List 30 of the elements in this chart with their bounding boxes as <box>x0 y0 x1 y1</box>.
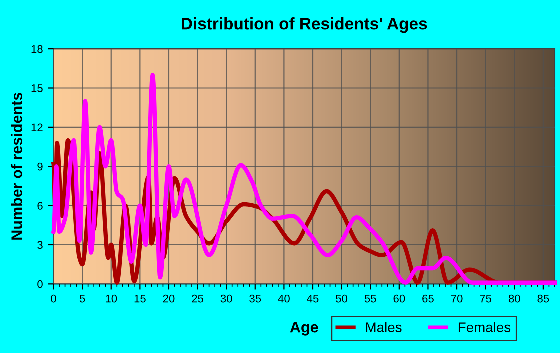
x-tick-label: 5 <box>80 294 86 303</box>
y-tick-label: 15 <box>32 84 43 92</box>
x-tick-label: 10 <box>106 294 118 303</box>
x-tick-label: 60 <box>394 294 406 303</box>
x-tick-label: 30 <box>220 294 232 303</box>
x-tick-label: 75 <box>480 294 492 303</box>
x-tick-label: 45 <box>307 294 319 303</box>
x-tick-label: 40 <box>278 294 290 303</box>
y-tick-label: 3 <box>38 241 43 250</box>
x-tick-label: 85 <box>538 294 550 303</box>
x-tick-label: 25 <box>192 294 204 303</box>
y-tick-label: 6 <box>38 202 43 210</box>
chart-title: Distribution of Residents' Ages <box>182 18 428 34</box>
y-tick-label: 12 <box>32 124 43 132</box>
x-tick-label: 70 <box>451 294 463 303</box>
y-tick-label: 9 <box>38 162 43 171</box>
x-tick-label: 80 <box>508 294 520 303</box>
x-axis-title: Age <box>290 322 318 336</box>
x-tick-label: 20 <box>163 294 175 303</box>
y-axis-title: Number of residents <box>11 92 22 240</box>
y-tick-label: 0 <box>38 280 43 288</box>
x-tick-label: 15 <box>134 294 146 303</box>
x-tick-label: 55 <box>364 294 376 303</box>
x-tick-label: 0 <box>51 294 56 303</box>
x-tick-label: 35 <box>250 294 262 303</box>
y-tick-label: 18 <box>32 45 43 54</box>
x-tick-label: 65 <box>422 294 434 303</box>
legend-label: Males <box>366 322 402 332</box>
x-tick-label: 50 <box>336 294 348 303</box>
legend-label: Females <box>458 322 511 332</box>
